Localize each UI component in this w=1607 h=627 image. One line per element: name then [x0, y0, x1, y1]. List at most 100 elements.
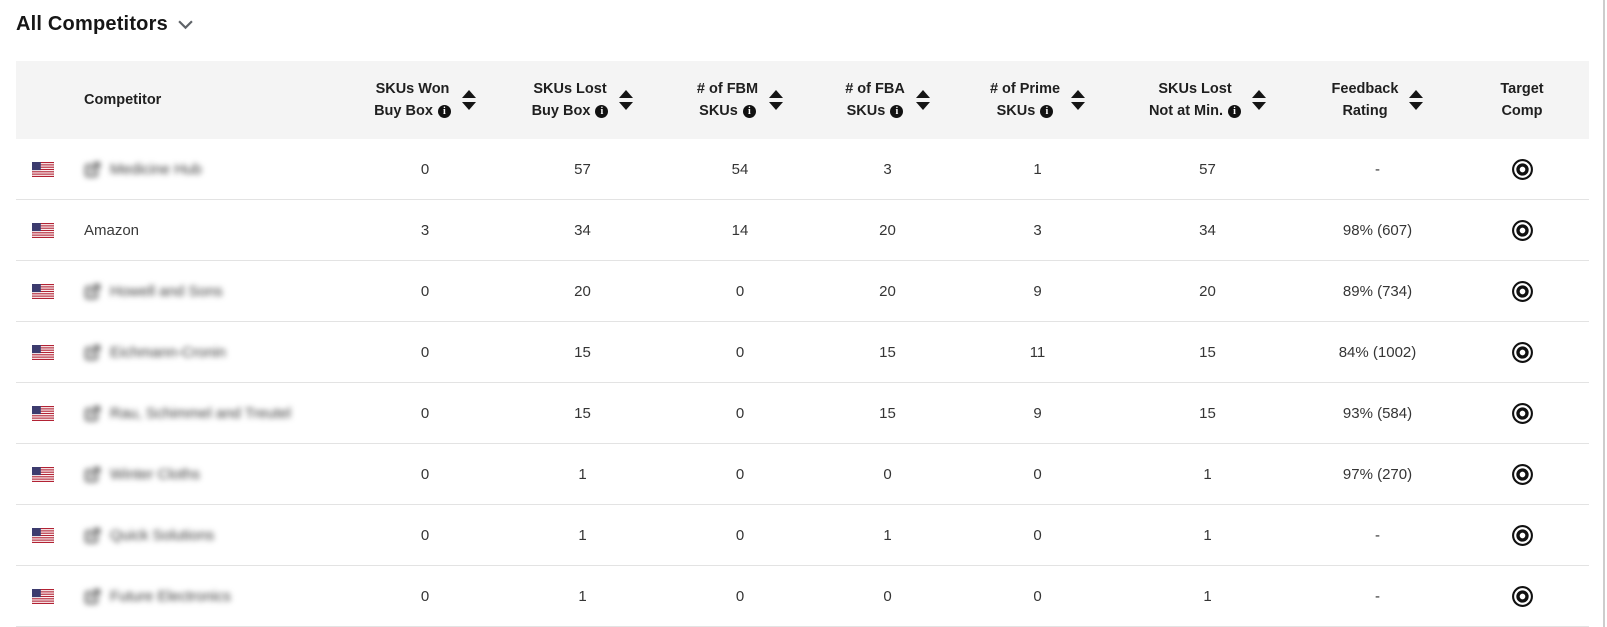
skus-won-buy-box-value: 3	[420, 221, 430, 239]
target-comp-cell	[1455, 463, 1589, 486]
info-icon[interactable]: i	[595, 104, 609, 118]
column-label: SKUs Won	[375, 81, 450, 97]
fbm-skus-value: 54	[731, 160, 749, 178]
skus-won-buy-box-value: 0	[420, 587, 430, 605]
external-link-icon[interactable]	[84, 344, 101, 361]
feedback-rating-value: 89% (734)	[1342, 282, 1413, 300]
sort-arrows-icon[interactable]	[769, 90, 784, 110]
column-label: SKUs	[996, 103, 1036, 119]
feedback-rating-value: -	[1375, 160, 1380, 178]
competitor-name: Howell and Sons	[110, 282, 223, 300]
info-icon[interactable]: i	[742, 104, 756, 118]
target-comp-cell	[1455, 524, 1589, 547]
us-flag-icon	[32, 466, 54, 482]
competitor-name-group: Amazon	[84, 222, 139, 239]
column-label: Rating	[1342, 103, 1388, 119]
info-icon[interactable]: i	[437, 104, 451, 118]
column-label: # of FBA	[845, 81, 905, 97]
skus-lost-buy-box-value: 1	[578, 587, 587, 605]
external-link-icon[interactable]	[84, 405, 101, 422]
skus-lost-buy-box-value: 57	[574, 160, 591, 178]
competitor-cell: Amazon	[16, 222, 350, 239]
target-comp-icon[interactable]	[1511, 158, 1534, 181]
column-label: # of Prime	[989, 81, 1061, 97]
panel-right-border	[1603, 0, 1605, 627]
competitor-cell: Eichmann-Cronin	[16, 344, 350, 361]
column-label: Buy Box	[531, 103, 591, 119]
skus-won-buy-box-value: 0	[420, 465, 430, 483]
skus-won-buy-box-value: 0	[420, 526, 430, 544]
external-link-icon[interactable]	[84, 588, 101, 605]
fbm-skus-value: 0	[735, 404, 745, 422]
page-title: All Competitors	[16, 13, 168, 35]
target-comp-icon[interactable]	[1511, 524, 1534, 547]
skus-won-buy-box-value: 0	[420, 160, 430, 178]
competitor-name-group: Future Electronics	[84, 588, 231, 605]
sort-arrows-icon[interactable]	[461, 90, 476, 110]
target-comp-icon[interactable]	[1511, 341, 1534, 364]
target-comp-icon[interactable]	[1511, 463, 1534, 486]
fbm-skus-value: 0	[735, 526, 745, 544]
skus-lost-not-at-min-value: 1	[1203, 526, 1212, 544]
skus-lost-buy-box-value: 1	[578, 465, 587, 483]
column-header-prime-skus: # of Prime SKUs i	[960, 78, 1115, 122]
table-header-row: Competitor SKUs Won Buy Box i SKUs Lost B…	[16, 61, 1589, 139]
feedback-rating-value: -	[1375, 587, 1380, 605]
column-label: Competitor	[84, 92, 162, 108]
external-link-icon[interactable]	[84, 527, 101, 544]
competitor-cell: Howell and Sons	[16, 283, 350, 300]
competitor-name-group: Eichmann-Cronin	[84, 344, 226, 361]
us-flag-icon	[32, 405, 54, 421]
prime-skus-value: 11	[1029, 343, 1046, 361]
sort-arrows-icon[interactable]	[1252, 90, 1267, 110]
skus-lost-not-at-min-value: 15	[1199, 404, 1216, 422]
column-header-fbm-skus: # of FBM SKUs i	[665, 78, 815, 122]
target-comp-icon[interactable]	[1511, 280, 1534, 303]
skus-lost-buy-box-value: 15	[574, 404, 591, 422]
table-row: Future Electronics 0 1 0 0 0 1 -	[16, 566, 1589, 627]
competitor-name: Winter Cloths	[110, 465, 201, 483]
external-link-icon[interactable]	[84, 466, 101, 483]
competitor-cell: Winter Cloths	[16, 466, 350, 483]
us-flag-icon	[32, 527, 54, 543]
sort-arrows-icon[interactable]	[915, 90, 930, 110]
competitor-cell: Rau, Schimmel and Treutel	[16, 405, 350, 422]
info-icon[interactable]: i	[890, 104, 904, 118]
target-comp-cell	[1455, 280, 1589, 303]
column-header-fba-skus: # of FBA SKUs i	[815, 78, 960, 122]
fba-skus-value: 20	[879, 221, 896, 239]
column-label: Buy Box	[374, 103, 433, 119]
column-header-skus-lost-buy-box: SKUs Lost Buy Box i	[500, 78, 665, 122]
sort-arrows-icon[interactable]	[1409, 90, 1424, 110]
column-label: SKUs	[699, 103, 738, 119]
fba-skus-value: 0	[883, 587, 892, 605]
skus-lost-not-at-min-value: 20	[1199, 282, 1216, 300]
us-flag-icon	[32, 588, 54, 604]
table-body: Medicine Hub 0 57 54 3 1 57 -	[16, 139, 1589, 627]
sort-arrows-icon[interactable]	[1071, 90, 1086, 110]
competitor-name-group: Howell and Sons	[84, 283, 223, 300]
external-link-icon[interactable]	[84, 283, 101, 300]
skus-lost-not-at-min-value: 15	[1199, 343, 1216, 361]
skus-lost-not-at-min-value: 1	[1203, 587, 1212, 605]
column-header-skus-lost-not-at-min: SKUs Lost Not at Min. i	[1115, 78, 1300, 122]
info-icon[interactable]: i	[1228, 104, 1242, 118]
competitors-dropdown[interactable]: All Competitors	[16, 13, 193, 36]
sort-arrows-icon[interactable]	[619, 90, 634, 110]
info-icon[interactable]: i	[1040, 104, 1054, 118]
column-label: Comp	[1501, 103, 1543, 119]
chevron-down-icon	[178, 19, 193, 29]
prime-skus-value: 0	[1033, 587, 1042, 605]
target-comp-icon[interactable]	[1511, 219, 1534, 242]
target-comp-icon[interactable]	[1511, 585, 1534, 608]
external-link-icon[interactable]	[84, 161, 101, 178]
fba-skus-value: 15	[879, 343, 896, 361]
table-row: Medicine Hub 0 57 54 3 1 57 -	[16, 139, 1589, 200]
competitor-name: Medicine Hub	[110, 160, 202, 178]
target-comp-cell	[1455, 158, 1589, 181]
table-row: Quick Solutions 0 1 0 1 0 1 -	[16, 505, 1589, 566]
skus-won-buy-box-value: 0	[420, 343, 430, 361]
prime-skus-value: 1	[1033, 160, 1042, 178]
target-comp-icon[interactable]	[1511, 402, 1534, 425]
skus-lost-not-at-min-value: 57	[1199, 160, 1216, 178]
